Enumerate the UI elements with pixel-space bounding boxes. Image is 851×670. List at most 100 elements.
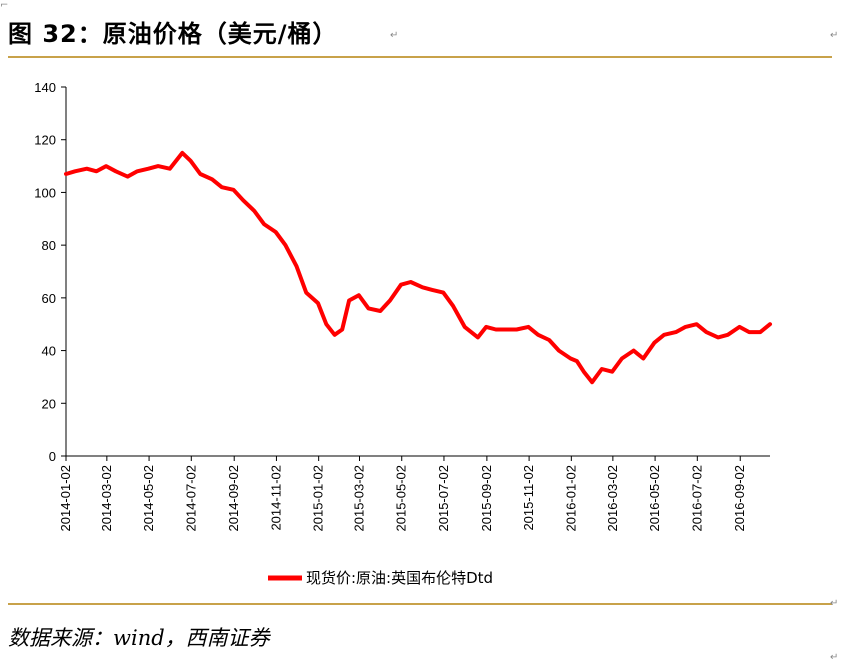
data-point xyxy=(674,330,678,334)
data-point xyxy=(73,169,77,173)
figure-title: 图 32：原油价格（美元/桶） xyxy=(8,20,338,48)
data-point xyxy=(704,330,708,334)
data-point xyxy=(366,306,371,310)
x-tick-label: 2014-05-02 xyxy=(141,465,156,532)
data-point xyxy=(463,325,467,329)
data-point xyxy=(590,380,594,384)
x-tick-label: 2014-07-02 xyxy=(183,465,198,532)
x-tick-label: 2014-11-02 xyxy=(268,465,283,531)
x-tick-label: 2015-03-02 xyxy=(352,465,367,532)
paragraph-mark-right-top: ↵ xyxy=(830,30,839,41)
y-tick-label: 140 xyxy=(34,80,56,95)
paragraph-mark-right-bottom: ↵ xyxy=(830,598,839,609)
data-point xyxy=(557,349,561,353)
data-point xyxy=(340,327,344,332)
data-point xyxy=(620,356,624,361)
data-point xyxy=(378,309,382,313)
source-note: 数据来源：wind，西南证券 xyxy=(8,626,270,650)
data-point xyxy=(726,333,730,337)
y-tick-label: 0 xyxy=(49,449,56,464)
data-point xyxy=(632,349,636,353)
paragraph-mark-title: ↵ xyxy=(390,30,399,41)
data-point xyxy=(526,325,531,329)
data-point xyxy=(569,356,573,361)
data-point xyxy=(388,298,392,303)
data-point xyxy=(716,335,720,339)
y-tick-label: 20 xyxy=(42,396,56,411)
data-point xyxy=(600,367,604,371)
x-tick-label: 2016-09-02 xyxy=(732,465,747,532)
y-tick-label: 80 xyxy=(42,238,56,253)
data-point xyxy=(357,293,361,297)
data-point xyxy=(430,288,434,292)
data-point xyxy=(662,333,666,337)
x-tick-label: 2016-05-02 xyxy=(647,465,662,532)
data-point xyxy=(316,301,320,305)
corner-mark-top-left: ⌐ xyxy=(0,0,9,11)
data-point xyxy=(347,298,351,303)
data-point xyxy=(399,283,403,287)
x-tick-label: 2014-09-02 xyxy=(226,465,241,532)
data-point xyxy=(324,322,328,326)
data-point xyxy=(85,167,89,171)
data-point xyxy=(768,322,772,326)
data-point xyxy=(695,322,699,326)
series-line xyxy=(64,150,772,385)
data-point xyxy=(747,330,751,334)
data-point xyxy=(126,175,130,179)
data-point xyxy=(220,185,224,189)
x-tick-label: 2016-01-02 xyxy=(563,465,578,532)
data-point xyxy=(189,159,193,163)
data-point xyxy=(575,359,579,363)
data-point xyxy=(168,167,172,171)
x-tick-label: 2014-01-02 xyxy=(58,465,73,532)
data-point xyxy=(146,167,150,171)
x-tick-label: 2015-09-02 xyxy=(479,465,494,532)
data-point xyxy=(536,333,540,337)
legend-label: 现货价:原油:英国布伦特Dtd xyxy=(306,569,493,587)
series-layer xyxy=(64,150,772,385)
data-point xyxy=(304,291,308,295)
data-point xyxy=(252,209,256,213)
y-tick-label: 40 xyxy=(42,344,56,359)
data-point xyxy=(547,338,551,342)
y-axis: 0 20 40 60 80 100 120 140 xyxy=(34,80,67,464)
x-tick-label: 2016-03-02 xyxy=(605,465,620,532)
y-tick-label: 100 xyxy=(34,185,56,200)
data-point xyxy=(610,370,614,374)
data-point xyxy=(114,169,118,173)
data-point xyxy=(420,285,425,289)
data-point xyxy=(683,325,688,329)
data-point xyxy=(582,370,586,374)
x-tick-label: 2015-07-02 xyxy=(436,465,451,532)
data-point xyxy=(333,333,337,337)
x-axis: 2014-01-02 2014-03-02 2014-05-02 2014-07-02… xyxy=(58,455,770,532)
data-point xyxy=(652,341,657,345)
data-point xyxy=(641,356,645,361)
data-point xyxy=(210,177,214,181)
data-point xyxy=(441,291,445,295)
data-point xyxy=(64,172,68,176)
data-point xyxy=(180,151,184,155)
data-point xyxy=(94,169,99,173)
bottom-rule xyxy=(8,603,832,605)
data-point xyxy=(283,243,287,247)
paragraph-mark-source: ↵ xyxy=(830,652,839,663)
data-point xyxy=(156,164,160,168)
data-point xyxy=(505,327,509,332)
data-point xyxy=(104,164,108,168)
data-point xyxy=(451,304,455,308)
x-tick-label: 2014-03-02 xyxy=(99,465,114,532)
top-rule xyxy=(8,56,832,58)
data-point xyxy=(484,325,488,329)
data-point xyxy=(515,327,519,332)
data-point xyxy=(294,264,299,268)
legend: 现货价:原油:英国布伦特Dtd xyxy=(268,569,493,587)
data-point xyxy=(409,280,413,284)
y-tick-label: 60 xyxy=(42,291,56,306)
data-point xyxy=(274,230,278,234)
data-point xyxy=(135,169,139,173)
y-tick-label: 120 xyxy=(34,133,56,148)
x-tick-label: 2015-11-02 xyxy=(521,465,536,531)
data-point xyxy=(198,172,202,176)
